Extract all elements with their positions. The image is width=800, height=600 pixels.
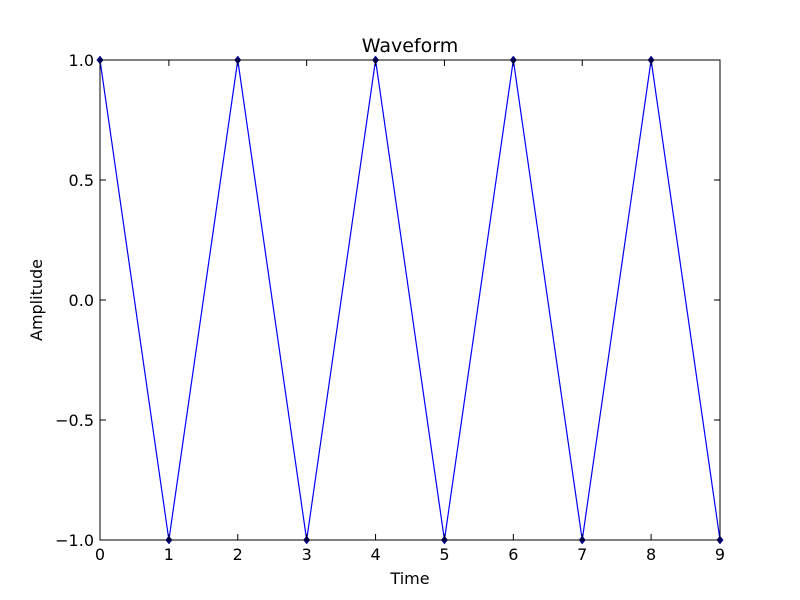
y-axis: 1.0 0.5 0.0 −0.5 −1.0 (55, 51, 720, 550)
x-axis-label: Time (389, 569, 429, 588)
x-tick-label: 0 (95, 545, 105, 564)
x-tick-label: 9 (715, 545, 725, 564)
y-tick-label: 0.0 (69, 291, 94, 310)
x-tick-label: 7 (577, 545, 587, 564)
x-axis: 0 1 2 3 4 5 6 7 8 9 (95, 60, 725, 564)
chart-title: Waveform (362, 35, 458, 57)
x-tick-label: 3 (302, 545, 312, 564)
x-tick-label: 8 (646, 545, 656, 564)
y-tick-label: −0.5 (55, 411, 94, 430)
y-axis-label: Amplitude (27, 259, 46, 341)
x-tick-label: 4 (370, 545, 380, 564)
y-tick-label: 1.0 (69, 51, 94, 70)
x-tick-label: 1 (164, 545, 174, 564)
series-layer (99, 59, 721, 541)
y-tick-label: 0.5 (69, 171, 94, 190)
series-line (99, 59, 721, 541)
x-tick-label: 6 (508, 545, 518, 564)
x-tick-label: 5 (439, 545, 449, 564)
y-tick-label: −1.0 (55, 531, 94, 550)
x-tick-label: 2 (233, 545, 243, 564)
